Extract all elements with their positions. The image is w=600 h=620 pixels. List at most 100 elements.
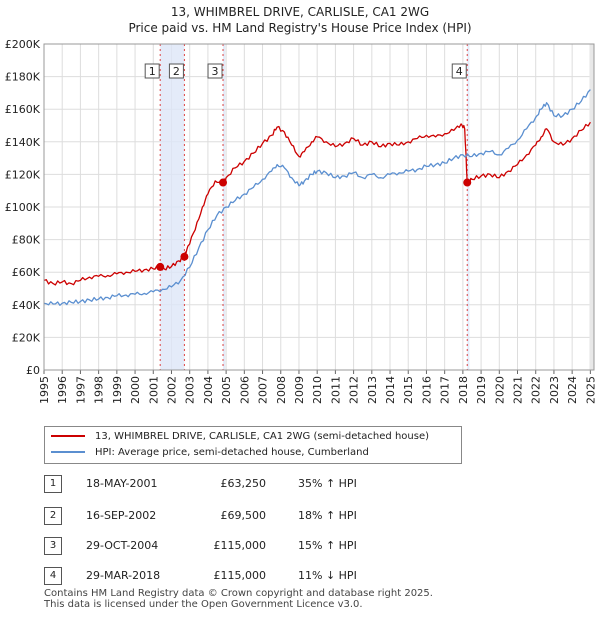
y-tick-label: £180K — [5, 71, 41, 84]
x-tick-label: 2010 — [311, 376, 324, 404]
y-tick-label: £40K — [12, 299, 41, 312]
shaded-span — [223, 44, 226, 370]
legend-label-hpi: HPI: Average price, semi-detached house,… — [95, 447, 369, 458]
price-chart: 1 2 3 4 £0 £20K £40K £60K £80K £100K £120K £140K £1… — [5, 38, 598, 404]
forecast-region — [589, 44, 594, 370]
sale-guides — [159, 44, 468, 370]
property-price-line — [43, 121, 591, 286]
sale-label-box — [451, 63, 467, 79]
sale-number-badge: 4 — [44, 567, 62, 585]
sale-price: £69,500 — [220, 509, 267, 522]
plot-frame — [43, 43, 595, 371]
sale-label-box — [144, 63, 160, 79]
sale-date: 18-MAY-2001 — [86, 477, 158, 490]
sale-markers — [156, 178, 472, 271]
x-tick-label: 2002 — [165, 376, 178, 404]
x-tick-label: 1995 — [38, 376, 51, 404]
sale-marker — [219, 178, 228, 187]
y-tick-label: £100K — [5, 201, 41, 214]
x-tick-label: 2022 — [530, 376, 543, 404]
sale-number-badge: 3 — [44, 537, 62, 555]
footer: Contains HM Land Registry data © Crown c… — [44, 588, 433, 610]
x-tick-label: 2018 — [457, 376, 470, 404]
sale-label-text: 4 — [456, 65, 463, 78]
x-tick-label: 2020 — [493, 376, 506, 404]
sale-marker — [463, 178, 472, 187]
grid — [43, 43, 594, 371]
legend-item-hpi: HPI: Average price, semi-detached house,… — [51, 445, 369, 461]
sale-row: 1 18-MAY-2001 £63,250 35% ↑ HPI — [44, 474, 444, 494]
x-tick-label: 2000 — [129, 376, 142, 404]
y-tick-label: £20K — [12, 331, 41, 344]
y-tick-label: £140K — [5, 136, 41, 149]
sale-hpi-diff: 15% ↑ HPI — [298, 539, 357, 552]
sale-hpi-diff: 18% ↑ HPI — [298, 509, 357, 522]
y-tick-label: £200K — [5, 38, 41, 51]
y-tick-label: £80K — [12, 234, 41, 247]
x-tick-label: 2006 — [238, 376, 251, 404]
sale-hpi-diff: 11% ↓ HPI — [298, 569, 357, 582]
x-tick-label: 2016 — [420, 376, 433, 404]
hpi-line — [43, 89, 591, 306]
sale-labels: 1 2 3 4 — [144, 63, 467, 79]
axes: £0 £20K £40K £60K £80K £100K £120K £140K £160K £1… — [5, 38, 598, 404]
sale-date: 29-OCT-2004 — [86, 539, 159, 552]
shaded-span — [160, 44, 185, 370]
x-tick-label: 2008 — [275, 376, 288, 404]
y-tick-label: £160K — [5, 103, 41, 116]
shaded-span — [467, 44, 470, 370]
x-tick-label: 1997 — [74, 376, 87, 404]
sale-price: £63,250 — [220, 477, 267, 490]
legend-item-property: 13, WHIMBREL DRIVE, CARLISLE, CA1 2WG (s… — [51, 429, 429, 445]
sale-row: 4 29-MAR-2018 £115,000 11% ↓ HPI — [44, 566, 444, 586]
chart-title-block: 13, WHIMBREL DRIVE, CARLISLE, CA1 2WG Pr… — [0, 4, 600, 36]
sale-hpi-diff: 35% ↑ HPI — [298, 477, 357, 490]
sale-price: £115,000 — [213, 539, 267, 552]
x-tick-label: 2024 — [566, 376, 579, 404]
x-tick-label: 2009 — [293, 376, 306, 404]
sale-price: £115,000 — [213, 569, 267, 582]
x-tick-label: 2023 — [548, 376, 561, 404]
footer-copyright: Contains HM Land Registry data © Crown c… — [44, 588, 433, 599]
y-tick-label: £0 — [26, 364, 40, 377]
x-tick-label: 2005 — [220, 376, 233, 404]
sale-label-box — [207, 63, 223, 79]
sale-row: 3 29-OCT-2004 £115,000 15% ↑ HPI — [44, 536, 444, 556]
sale-label-text: 3 — [212, 65, 219, 78]
chart-title: 13, WHIMBREL DRIVE, CARLISLE, CA1 2WG — [170, 5, 430, 19]
y-tick-label: £60K — [12, 266, 41, 279]
x-tick-label: 2013 — [366, 376, 379, 404]
x-tick-label: 2011 — [329, 376, 342, 404]
x-tick-label: 2021 — [512, 376, 525, 404]
series-lines — [43, 89, 591, 306]
sale-label-text: 1 — [149, 65, 156, 78]
legend: 13, WHIMBREL DRIVE, CARLISLE, CA1 2WG (s… — [44, 426, 462, 464]
chart-subtitle: Price paid vs. HM Land Registry's House … — [128, 21, 472, 35]
sale-label-text: 2 — [173, 65, 180, 78]
sale-label-box — [168, 63, 184, 79]
shaded-spans — [160, 44, 594, 370]
x-tick-label: 2001 — [147, 376, 160, 404]
legend-swatch-property — [51, 435, 85, 437]
legend-swatch-hpi — [51, 451, 85, 453]
x-tick-label: 2019 — [475, 376, 488, 404]
sale-date: 29-MAR-2018 — [86, 569, 161, 582]
sale-marker — [156, 262, 165, 271]
sale-marker — [180, 252, 189, 261]
footer-licence: This data is licensed under the Open Gov… — [44, 599, 363, 610]
sale-date: 16-SEP-2002 — [86, 509, 157, 522]
x-tick-label: 2007 — [257, 376, 270, 404]
x-tick-label: 2012 — [348, 376, 361, 404]
sale-number-badge: 2 — [44, 507, 62, 525]
y-tick-label: £120K — [5, 168, 41, 181]
x-tick-label: 2004 — [202, 376, 215, 404]
x-tick-label: 2017 — [439, 376, 452, 404]
x-tick-label: 2015 — [402, 376, 415, 404]
legend-label-property: 13, WHIMBREL DRIVE, CARLISLE, CA1 2WG (s… — [95, 431, 429, 442]
x-tick-label: 1999 — [111, 376, 124, 404]
x-tick-label: 1998 — [93, 376, 106, 404]
x-tick-label: 2014 — [384, 376, 397, 404]
x-tick-label: 2025 — [584, 376, 597, 404]
x-tick-label: 2003 — [184, 376, 197, 404]
sale-number-badge: 1 — [44, 475, 62, 493]
